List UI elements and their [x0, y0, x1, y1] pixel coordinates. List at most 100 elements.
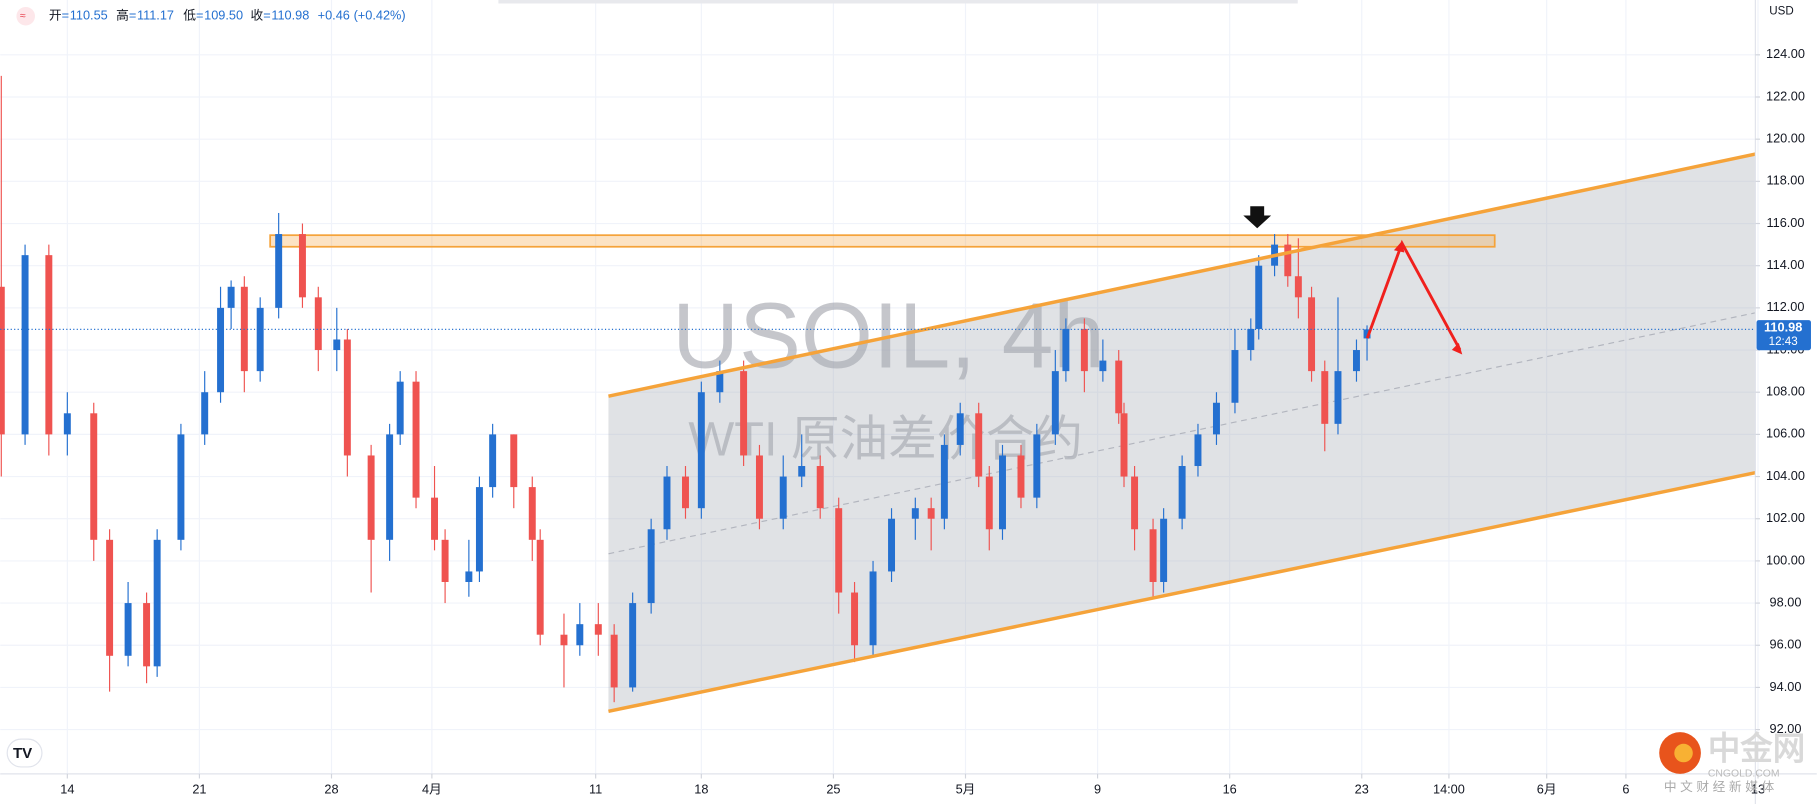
candle-body	[576, 624, 584, 646]
x-tick-label: 14:00	[1433, 781, 1465, 796]
legend-value: 111.17	[137, 8, 174, 23]
candle-body	[412, 381, 420, 498]
watermark-subtitle: WTI 原油差价合约	[688, 412, 1083, 466]
candle-body	[475, 487, 483, 572]
candle-body	[441, 539, 449, 582]
candle-body	[940, 444, 948, 519]
x-tick-label: 6	[1622, 781, 1629, 796]
candle-body	[489, 434, 497, 488]
candles	[0, 75, 1371, 703]
y-tick-label: 96.00	[1770, 637, 1802, 652]
candle-body	[851, 592, 859, 646]
symbol-icon-glyph: ≈	[20, 11, 26, 22]
tv-logo[interactable]	[6, 738, 43, 768]
candle-body	[1017, 455, 1025, 498]
candle-body	[560, 634, 568, 646]
candle-body	[227, 286, 235, 308]
y-tick-label: 106.00	[1766, 426, 1805, 441]
y-tick-label: 100.00	[1766, 552, 1805, 567]
candle-body	[333, 339, 341, 351]
candle-body	[1231, 350, 1239, 403]
candle-body	[975, 413, 983, 477]
x-tick-label: 23	[1355, 781, 1369, 796]
candle-body	[755, 455, 763, 519]
legend-label: 低	[183, 8, 196, 23]
candle-body	[629, 603, 637, 688]
candle-body	[256, 307, 264, 372]
currency: USD	[1769, 6, 1793, 18]
candle-body	[1363, 329, 1371, 339]
legend-change: +0.46	[318, 8, 350, 23]
candle-body	[1321, 371, 1329, 424]
x-tick-label: 28	[324, 781, 338, 796]
legend-value: 109.50	[204, 8, 243, 23]
resistance-zone	[269, 234, 1496, 248]
candle-body	[956, 413, 964, 445]
candle-body	[431, 497, 439, 540]
x-tick-label: 16	[1223, 781, 1237, 796]
legend-label: 收	[250, 8, 263, 23]
candle-body	[396, 381, 404, 435]
candle-body	[999, 455, 1006, 530]
candle-body	[1212, 402, 1220, 435]
candle-body	[106, 539, 114, 656]
candle-body	[1294, 276, 1302, 298]
candle-body	[1149, 529, 1157, 582]
y-tick-label: 114.00	[1766, 257, 1804, 272]
candle-body	[1178, 466, 1186, 519]
candle-body	[343, 339, 351, 456]
candle-body	[510, 434, 518, 488]
y-tick-label: 124.00	[1766, 46, 1805, 61]
legend-eq: =	[62, 8, 69, 23]
candle-body	[1062, 328, 1070, 372]
candle-body	[314, 297, 322, 351]
candle-body	[985, 476, 993, 530]
candle-body	[1308, 297, 1316, 372]
candle-body	[835, 508, 843, 593]
candle-body	[779, 476, 787, 519]
candle-body	[1033, 434, 1041, 498]
legend-value: 110.55	[70, 8, 108, 23]
symbol-icon[interactable]	[16, 6, 35, 26]
legend-eq: =	[196, 8, 203, 23]
candle-body	[536, 539, 544, 635]
channel-midline	[608, 312, 1756, 555]
candle-body	[888, 518, 896, 572]
arrow-head	[1451, 342, 1463, 355]
candle-body	[594, 624, 602, 635]
candle-body	[1284, 244, 1292, 277]
y-tick-label: 94.00	[1770, 679, 1802, 694]
candle-body	[1160, 518, 1168, 582]
brand-slogan: 中 文 财 经 新 媒 体	[1664, 779, 1775, 794]
candle-body	[45, 255, 53, 435]
candle-body	[610, 634, 618, 688]
candle-body	[201, 392, 209, 435]
x-tick-label: 18	[694, 781, 708, 796]
candle-body	[1194, 434, 1202, 467]
legend-label: 开	[49, 8, 62, 23]
ohlc-legend: 开 = 110.55 高 = 111.17 低 = 109.50 收 = 110.98 +0.46 (+0…	[49, 8, 406, 23]
x-tick-label: 9	[1094, 781, 1101, 796]
y-tick-label: 120.00	[1766, 131, 1805, 146]
candle-body	[1131, 476, 1139, 530]
candle-body	[1099, 360, 1107, 372]
candle-body	[1080, 328, 1088, 372]
candle-body	[0, 286, 5, 435]
y-tick-label: 116.00	[1766, 215, 1804, 230]
candle-body	[869, 571, 877, 646]
x-tick-label: 6月	[1537, 781, 1557, 796]
legend-change-percent: (+0.42%)	[354, 8, 406, 23]
last-price-label: 110.98	[1764, 320, 1802, 335]
channel-lower	[608, 470, 1756, 714]
candle-body	[63, 413, 71, 435]
brand-logo-inner	[1674, 743, 1693, 763]
candle-body	[716, 371, 724, 393]
arrow-head	[1393, 240, 1405, 253]
x-tick-label: 21	[192, 781, 206, 796]
legend-value: 110.98	[271, 8, 309, 23]
y-tick-label: 104.00	[1766, 468, 1805, 483]
y-tick-label: 102.00	[1766, 510, 1805, 525]
legend-label: 高	[116, 8, 129, 23]
